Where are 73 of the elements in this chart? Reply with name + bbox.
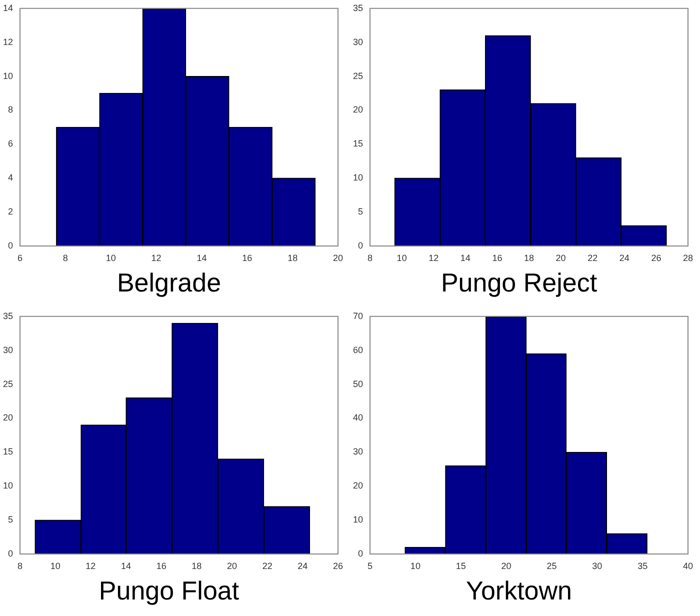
x-tick-label: 20 (226, 560, 238, 571)
x-tick-label: 20 (556, 252, 566, 263)
x-tick-label: 6 (18, 252, 23, 263)
x-tick-label: 12 (428, 252, 439, 263)
x-tick-label: 16 (492, 252, 502, 263)
x-tick-label: 16 (156, 560, 166, 571)
x-tick-label: 25 (546, 560, 557, 571)
x-tick-label: 20 (501, 560, 512, 571)
x-tick-label: 24 (619, 252, 630, 263)
y-tick-label: 14 (2, 2, 14, 13)
y-tick-label: 30 (352, 446, 364, 457)
x-tick-label: 12 (86, 560, 96, 571)
y-tick-label: 15 (352, 138, 364, 149)
y-tick-label: 50 (352, 378, 364, 389)
x-tick-label: 10 (410, 560, 420, 571)
x-tick-label: 28 (682, 252, 693, 263)
y-tick-label: 5 (8, 514, 14, 525)
x-tick-label: 5 (368, 560, 373, 571)
y-tick-label: 10 (2, 70, 14, 81)
y-tick-label: 12 (2, 36, 14, 47)
y-tick-label: 20 (352, 104, 364, 115)
x-tick-label: 10 (396, 252, 407, 263)
y-tick-label: 0 (358, 548, 364, 558)
x-tick-label: 20 (332, 252, 343, 263)
x-tick-label: 14 (460, 252, 470, 263)
x-tick-label: 8 (368, 252, 373, 263)
x-axis-title: Yorktown (466, 576, 572, 606)
y-tick-label: 20 (352, 480, 364, 491)
y-tick-label: 70 (352, 310, 364, 321)
y-tick-label: 35 (2, 310, 14, 321)
x-tick-label: 26 (332, 560, 343, 571)
y-tick-label: 20 (2, 412, 14, 423)
x-tick-label: 24 (298, 560, 308, 571)
y-tick-label: 0 (358, 240, 364, 250)
y-tick-label: 0 (8, 548, 14, 558)
y-tick-label: 40 (352, 412, 364, 423)
y-tick-label: 30 (352, 36, 364, 47)
x-tick-label: 8 (62, 252, 68, 263)
x-tick-label: 14 (196, 252, 207, 263)
y-tick-label: 8 (8, 104, 14, 115)
x-tick-label: 18 (524, 252, 534, 263)
x-tick-label: 10 (106, 252, 116, 263)
x-axis-title: Pungo Float (98, 576, 240, 606)
y-tick-label: 15 (2, 446, 14, 457)
y-tick-label: 25 (2, 378, 14, 389)
x-tick-label: 30 (592, 560, 602, 571)
x-tick-label: 40 (682, 560, 693, 571)
y-tick-label: 10 (352, 172, 364, 183)
y-tick-label: 60 (352, 344, 364, 355)
x-tick-label: 10 (50, 560, 60, 571)
y-tick-label: 25 (352, 70, 364, 81)
y-tick-label: 10 (2, 480, 14, 491)
x-tick-label: 35 (638, 560, 648, 571)
y-tick-label: 5 (358, 206, 364, 217)
x-tick-label: 12 (151, 252, 162, 263)
x-tick-label: 16 (242, 252, 252, 263)
y-tick-label: 35 (352, 2, 364, 13)
x-tick-label: 15 (456, 560, 466, 571)
y-tick-label: 2 (8, 206, 14, 217)
x-tick-label: 18 (288, 252, 298, 263)
y-tick-label: 4 (8, 172, 14, 183)
x-axis-title: Pungo Reject (440, 268, 598, 298)
y-tick-label: 6 (8, 138, 14, 149)
x-tick-label: 8 (18, 560, 23, 571)
y-tick-label: 0 (8, 240, 14, 250)
y-tick-label: 30 (2, 344, 14, 355)
x-axis-title: Belgrade (116, 268, 222, 298)
y-tick-label: 10 (352, 514, 364, 525)
x-tick-label: 22 (588, 252, 598, 263)
x-tick-label: 18 (192, 560, 202, 571)
x-tick-label: 22 (262, 560, 272, 571)
x-tick-label: 14 (121, 560, 132, 571)
x-tick-label: 26 (651, 252, 662, 263)
